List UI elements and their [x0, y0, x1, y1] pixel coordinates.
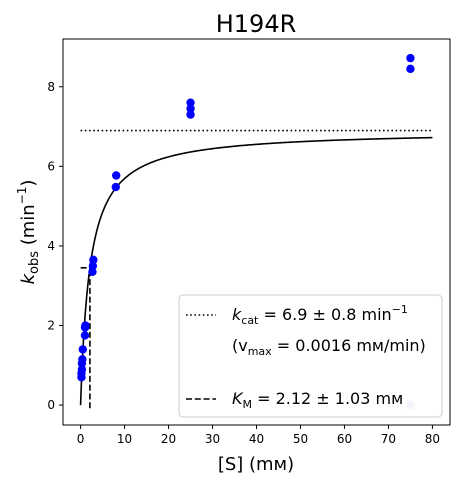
legend-km-label: KM = 2.12 ± 1.03 mм	[232, 389, 403, 411]
x-tick-label: 10	[117, 432, 132, 446]
legend-box	[178, 294, 443, 418]
y-tick-label: 8	[47, 80, 55, 94]
data-point	[186, 104, 195, 113]
data-point	[89, 255, 98, 265]
plot-content	[77, 53, 433, 410]
data-point	[112, 171, 121, 180]
y-axis-label: kobs (min−1)	[15, 180, 42, 285]
x-tick-label: 0	[77, 432, 85, 446]
y-axis-label-subscript: obs	[27, 251, 42, 274]
x-tick-label: 30	[205, 432, 220, 446]
legend-vmax-label: (vmax = 0.0016 mм/min)	[232, 336, 426, 358]
legend-kcat-superscript: −1	[392, 303, 408, 316]
data-point	[78, 345, 87, 354]
y-axis-label-superscript: −1	[15, 187, 29, 205]
data-point	[88, 267, 97, 276]
data-point	[78, 355, 87, 364]
x-axis-ticks: 0 10 20 30 40 50 60 70 80	[77, 425, 440, 446]
y-axis-label-close: )	[18, 180, 39, 187]
fit-curve	[79, 136, 433, 406]
data-point	[77, 365, 87, 374]
legend-km-value: = 2.12 ± 1.03 mм	[252, 389, 403, 408]
y-tick-label: 6	[47, 159, 55, 173]
y-tick-label: 2	[47, 319, 55, 333]
legend-km-symbol: K	[232, 389, 244, 408]
data-point	[80, 331, 90, 340]
legend-vmax-open: (v	[232, 336, 248, 355]
y-axis-label-symbol: k	[18, 272, 39, 284]
x-tick-label: 20	[161, 432, 176, 446]
data-point	[406, 64, 415, 74]
data-point	[88, 261, 98, 271]
data-point	[186, 110, 195, 119]
legend-vmax-value: = 0.0016 mм/min)	[272, 336, 426, 355]
x-tick-label: 40	[249, 432, 264, 446]
data-point	[406, 53, 415, 63]
data-point	[186, 98, 195, 107]
x-tick-label: 80	[425, 432, 440, 446]
x-axis-label: [S] (mм)	[218, 454, 294, 475]
y-tick-label: 4	[47, 239, 55, 253]
legend-vmax-subscript: max	[248, 345, 272, 358]
data-point	[111, 182, 120, 192]
x-tick-label: 50	[293, 432, 308, 446]
chart-title: H194R	[216, 10, 297, 38]
x-tick-label: 70	[381, 432, 396, 446]
data-point	[81, 321, 90, 330]
x-tick-label: 60	[337, 432, 352, 446]
y-axis-ticks: 0 2 4 6 8	[47, 80, 63, 412]
legend-km-subscript: M	[243, 398, 253, 411]
legend-kcat-symbol: k	[232, 305, 242, 324]
y-tick-label: 0	[47, 398, 55, 412]
legend-kcat-label: kcat = 6.9 ± 0.8 min−1	[232, 303, 408, 327]
legend: kcat = 6.9 ± 0.8 min−1 (vmax = 0.0016 mм…	[178, 294, 443, 418]
legend-kcat-value: = 6.9 ± 0.8 min	[258, 305, 391, 324]
legend-kcat-subscript: cat	[241, 314, 259, 327]
y-axis-label-unit: (min	[18, 204, 39, 251]
